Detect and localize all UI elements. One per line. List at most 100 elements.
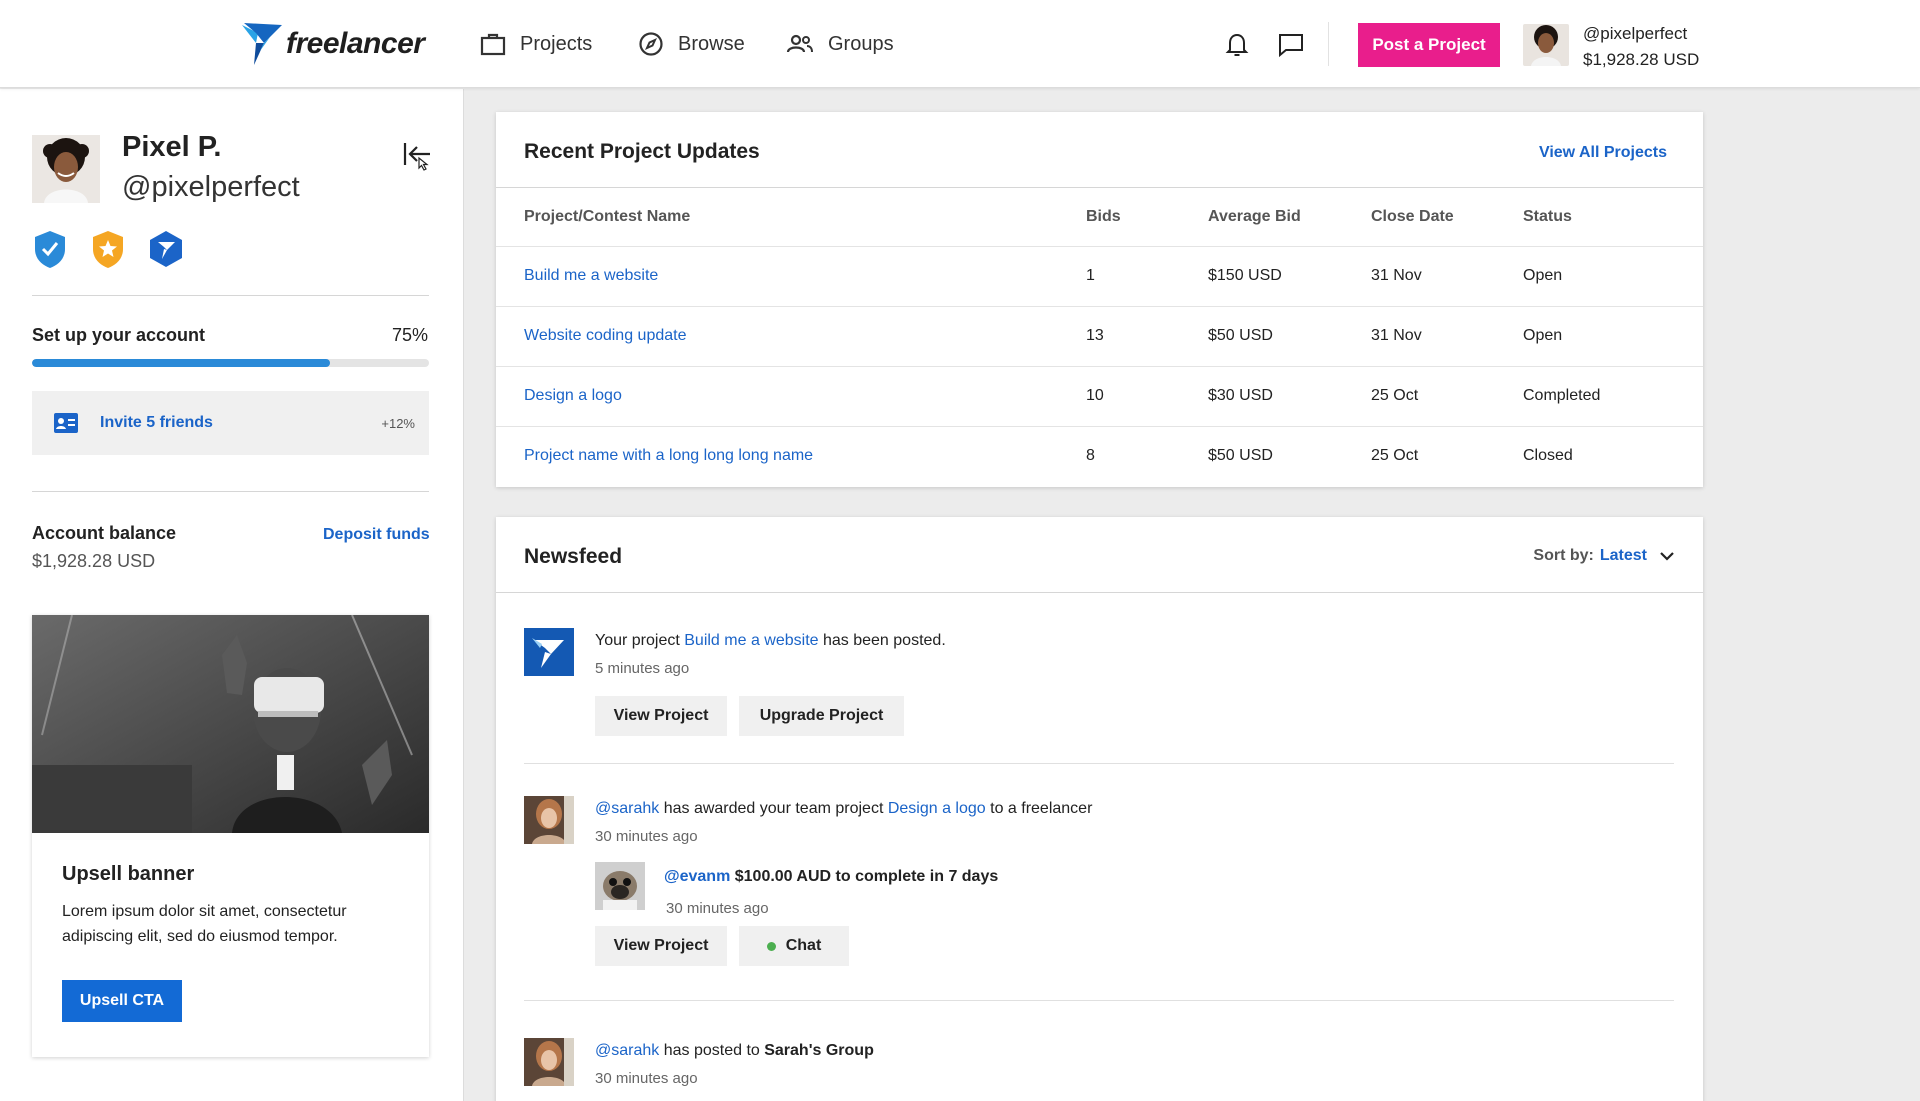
profile-avatar[interactable] xyxy=(32,135,100,203)
user-link[interactable]: @sarahk xyxy=(595,800,660,817)
table-row: Website coding update 13 $50 USD 31 Nov … xyxy=(496,306,1703,367)
divider xyxy=(524,1000,1674,1001)
project-name-link[interactable]: Project name with a long long long name xyxy=(524,447,814,465)
status-cell: Completed xyxy=(1523,366,1703,427)
view-all-projects-link[interactable]: View All Projects xyxy=(1538,144,1667,161)
timestamp: 30 minutes ago xyxy=(595,828,698,845)
divider xyxy=(1328,22,1329,66)
column-header: Status xyxy=(1523,188,1703,247)
average-bid-cell: $50 USD xyxy=(1208,447,1273,465)
chevron-down-icon xyxy=(1660,552,1674,561)
status-cell: Closed xyxy=(1523,447,1573,465)
compass-icon xyxy=(639,32,663,56)
avatar[interactable] xyxy=(524,796,574,844)
avatar[interactable] xyxy=(1523,24,1569,66)
table-row: Design a logo 10 $30 USD 25 Oct Complete… xyxy=(496,366,1703,427)
user-link[interactable]: @sarahk xyxy=(595,1042,660,1059)
left-sidebar: Pixel P. @pixelperfect Set up your accou… xyxy=(0,89,464,1101)
chat-bubble-icon xyxy=(1279,34,1303,58)
timestamp: 30 minutes ago xyxy=(666,900,769,917)
card-header: Recent Project Updates View All Projects xyxy=(496,112,1703,188)
invite-friends-item[interactable]: Invite 5 friends +12% xyxy=(32,391,429,455)
status-cell: Open xyxy=(1523,306,1703,367)
star-shield-icon[interactable] xyxy=(90,229,126,269)
column-header: Project/Contest Name xyxy=(496,188,1086,247)
freelancer-logo[interactable]: freelancer xyxy=(240,20,425,68)
bid-text: @evanm $100.00 AUD to complete in 7 days xyxy=(664,868,998,886)
user-menu[interactable]: @pixelperfect $1,928.28 USD xyxy=(1583,21,1699,73)
timestamp: 30 minutes ago xyxy=(595,1070,698,1087)
nav-browse[interactable]: Browse xyxy=(638,30,745,58)
nav-projects-label: Projects xyxy=(520,32,593,55)
feed-item: @sarahk has awarded your team project De… xyxy=(524,796,1674,976)
briefcase-icon xyxy=(480,33,506,56)
close-date-cell: 25 Oct xyxy=(1371,447,1419,465)
balance-value: $1,928.28 USD xyxy=(32,551,156,571)
nav-groups[interactable]: Groups xyxy=(786,30,894,58)
status-cell: Open xyxy=(1523,246,1703,307)
table-row: Project name with a long long long name … xyxy=(496,426,1703,486)
online-status-dot xyxy=(766,941,776,951)
freelancer-avatar xyxy=(524,628,574,676)
feed-text: Your project Build me a website has been… xyxy=(595,632,946,650)
collapse-left-icon xyxy=(403,143,430,171)
view-project-button[interactable]: View Project xyxy=(595,696,727,736)
upsell-text: Lorem ipsum dolor sit amet, consectetur … xyxy=(62,903,347,945)
avatar[interactable] xyxy=(524,1038,574,1086)
avatar[interactable] xyxy=(595,862,645,910)
feed-text-part: has been posted. xyxy=(818,632,946,649)
badges xyxy=(32,229,184,269)
group-name[interactable]: Sarah's Group xyxy=(764,1042,874,1059)
freelancer-badge-icon[interactable] xyxy=(148,229,184,269)
average-bid-cell: $30 USD xyxy=(1208,366,1371,427)
newsfeed-card: Newsfeed Sort by: Latest Your project Bu… xyxy=(496,517,1703,1101)
collapse-sidebar-button[interactable] xyxy=(402,137,436,171)
close-date-cell: 31 Nov xyxy=(1371,306,1523,367)
bid-details: $100.00 AUD to complete in 7 days xyxy=(730,868,999,885)
average-bid-cell: $150 USD xyxy=(1208,246,1371,307)
project-link[interactable]: Build me a website xyxy=(684,632,819,649)
feed-item: @sarahk has posted to Sarah's Group 30 m… xyxy=(524,1038,1674,1098)
upsell-cta-button[interactable]: Upsell CTA xyxy=(62,980,182,1022)
feed-text: @sarahk has posted to Sarah's Group xyxy=(595,1042,874,1060)
nav-groups-label: Groups xyxy=(828,32,894,55)
project-name-link[interactable]: Design a logo xyxy=(496,366,1086,427)
column-header: Bids xyxy=(1086,188,1208,247)
project-link[interactable]: Design a logo xyxy=(887,800,986,817)
chat-button[interactable]: Chat xyxy=(739,926,849,966)
invite-bonus: +12% xyxy=(381,415,415,431)
upgrade-project-button[interactable]: Upgrade Project xyxy=(739,696,904,736)
upsell-banner: Upsell banner Lorem ipsum dolor sit amet… xyxy=(32,615,429,1057)
feed-text-part: to a freelancer xyxy=(985,800,1093,817)
setup-percent: 75% xyxy=(392,325,429,345)
view-project-button[interactable]: View Project xyxy=(595,926,727,966)
bids-cell: 13 xyxy=(1086,306,1208,367)
post-project-button[interactable]: Post a Project xyxy=(1358,23,1500,67)
bids-cell: 8 xyxy=(1086,447,1095,465)
notifications-button[interactable] xyxy=(1222,30,1252,60)
deposit-funds-link[interactable]: Deposit funds xyxy=(323,526,430,543)
freelancer-bird-icon xyxy=(242,23,282,65)
sort-label: Sort by: xyxy=(1533,547,1594,564)
contact-card-icon xyxy=(54,413,78,433)
group-icon xyxy=(786,34,813,53)
feed-item: Your project Build me a website has been… xyxy=(524,628,1674,738)
feed-text-part: has posted to xyxy=(659,1042,765,1059)
column-header: Average Bid xyxy=(1208,188,1371,247)
user-link[interactable]: @evanm xyxy=(664,868,731,885)
projects-table: Project/Contest Name Bids Average Bid Cl… xyxy=(496,188,1703,486)
logo-text: freelancer xyxy=(286,27,425,60)
verified-shield-icon[interactable] xyxy=(32,229,68,269)
feed-text-part: has awarded your team project xyxy=(659,800,888,817)
nav-browse-label: Browse xyxy=(678,32,745,55)
project-name-link[interactable]: Website coding update xyxy=(496,306,1086,367)
upsell-image xyxy=(32,615,429,833)
timestamp: 5 minutes ago xyxy=(595,660,690,677)
invite-label: Invite 5 friends xyxy=(100,414,213,431)
sort-dropdown[interactable]: Sort by: Latest xyxy=(1533,547,1675,565)
project-name-link[interactable]: Build me a website xyxy=(496,246,1086,307)
recent-project-updates-card: Recent Project Updates View All Projects… xyxy=(496,112,1703,487)
messages-button[interactable] xyxy=(1276,30,1306,60)
balance-title: Account balance xyxy=(32,523,177,543)
nav-projects[interactable]: Projects xyxy=(480,30,592,58)
